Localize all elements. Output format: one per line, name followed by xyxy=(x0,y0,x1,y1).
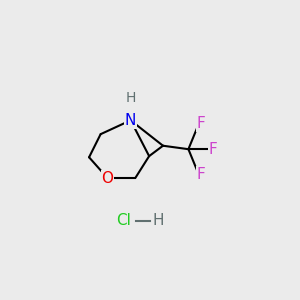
Text: H: H xyxy=(153,213,164,228)
Text: H: H xyxy=(125,92,136,105)
Text: O: O xyxy=(101,171,113,186)
Text: F: F xyxy=(208,142,217,157)
Text: N: N xyxy=(125,113,136,128)
Text: F: F xyxy=(197,167,206,182)
Text: Cl: Cl xyxy=(116,213,131,228)
Text: F: F xyxy=(197,116,206,131)
